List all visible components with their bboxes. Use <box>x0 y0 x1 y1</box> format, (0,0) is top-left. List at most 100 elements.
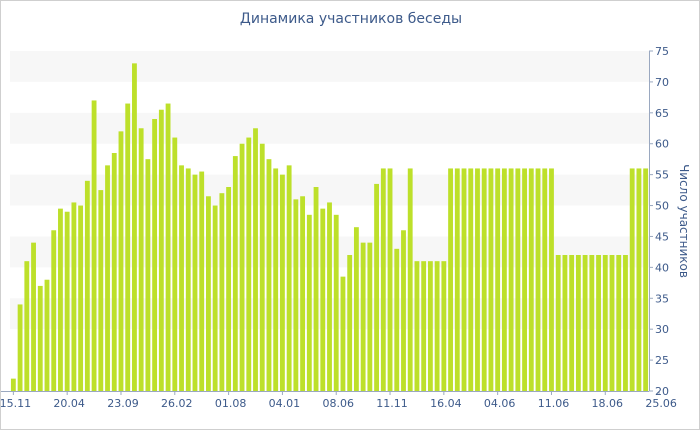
x-tick-label: 25.06 <box>645 397 677 410</box>
chart-bar <box>286 165 292 391</box>
y-tick-label: 25 <box>655 354 669 367</box>
chart-bar <box>273 168 279 391</box>
chart-bar <box>31 242 36 391</box>
chart-bar <box>111 153 117 391</box>
x-tick-label: 11.06 <box>538 397 570 410</box>
x-tick-label: 11.11 <box>376 397 408 410</box>
chart-bar <box>138 128 144 391</box>
chart-bar <box>313 187 319 391</box>
chart-bar <box>259 143 265 391</box>
y-tick-label: 65 <box>655 107 669 120</box>
chart-bar <box>549 168 554 391</box>
y-tick-label: 40 <box>655 261 669 274</box>
x-tick-label: 26.02 <box>161 397 193 410</box>
y-tick-label: 45 <box>655 230 669 243</box>
chart-bar <box>387 168 393 391</box>
chart-bar <box>320 208 326 391</box>
chart-bar <box>488 168 494 391</box>
chart-bar <box>51 230 57 391</box>
chart-bar <box>360 242 366 391</box>
chart-title: Динамика участников беседы <box>239 11 463 27</box>
chart-bar <box>481 168 487 391</box>
chart-bar <box>206 196 211 391</box>
x-tick-label: 20.04 <box>53 397 85 410</box>
x-tick-label: 01.08 <box>215 397 247 410</box>
y-tick-label: 60 <box>655 138 669 151</box>
chart-bar <box>636 168 642 391</box>
chart-bar <box>468 168 474 391</box>
x-tick-label: 08.06 <box>322 397 354 410</box>
chart-bar <box>145 159 151 391</box>
chart-bar <box>629 168 635 391</box>
chart-bar <box>64 211 70 391</box>
chart-bar <box>528 168 534 391</box>
chart-bar <box>501 168 507 391</box>
chart-bar <box>448 168 453 391</box>
y-tick-label: 20 <box>655 385 669 398</box>
chart-bar <box>542 168 548 391</box>
chart-bar <box>333 214 339 391</box>
x-tick-label: 04.01 <box>269 397 301 410</box>
chart-bar <box>212 205 218 391</box>
chart-bar <box>199 171 205 391</box>
chart-bar <box>125 103 131 392</box>
chart-bar <box>24 261 30 391</box>
chart-bar <box>535 168 541 391</box>
chart-bar <box>105 165 110 391</box>
chart-bar <box>219 193 225 391</box>
chart-bar <box>192 174 198 391</box>
chart-bar <box>602 255 608 391</box>
x-tick-label: 15.11 <box>1 397 31 410</box>
chart-bar <box>515 168 521 391</box>
chart-bar <box>132 63 137 392</box>
chart-bar <box>495 168 501 391</box>
chart-bar <box>232 156 238 391</box>
x-tick-label: 16.04 <box>430 397 462 410</box>
chart-bar <box>246 137 252 391</box>
chart-bar <box>239 143 245 391</box>
chart-bar <box>98 190 104 391</box>
chart-bar <box>17 304 23 391</box>
chart-bar <box>165 103 171 392</box>
chart-bar <box>279 174 285 391</box>
y-tick-label: 50 <box>655 200 669 213</box>
chart-bar <box>91 100 97 391</box>
chart-bar <box>562 255 568 391</box>
chart-bar <box>293 199 299 391</box>
chart-bar <box>609 255 615 391</box>
chart-bar <box>58 208 63 391</box>
chart-bar <box>158 109 164 391</box>
chart-bar <box>623 255 628 391</box>
chart-bar <box>253 128 258 391</box>
chart-bar <box>37 285 43 391</box>
grid-band <box>10 112 649 144</box>
chart-bar <box>300 196 306 391</box>
chart-bar <box>414 261 420 391</box>
chart-bar <box>555 255 561 391</box>
chart-bar <box>508 168 514 391</box>
x-tick-label: 18.06 <box>592 397 624 410</box>
chart-bar <box>589 255 595 391</box>
chart-bar <box>10 378 16 391</box>
chart-bar <box>421 261 427 391</box>
chart-bar <box>185 168 191 391</box>
chart-bar <box>582 255 588 391</box>
y-tick-label: 75 <box>655 45 669 58</box>
chart-bar <box>616 255 622 391</box>
chart-bar <box>71 202 77 391</box>
chart-bar <box>367 242 373 391</box>
grid-band <box>10 51 649 82</box>
chart-bar <box>78 205 84 391</box>
chart-bar <box>84 180 90 391</box>
chart-bar <box>340 276 346 391</box>
chart-bar <box>374 183 379 391</box>
chart-bar <box>427 261 433 391</box>
x-tick-label: 04.06 <box>484 397 516 410</box>
chart-bar <box>306 214 312 391</box>
chart-bar <box>152 119 158 391</box>
chart-bar <box>353 227 359 391</box>
chart-bar <box>434 261 440 391</box>
chart-bar <box>575 255 581 391</box>
chart-bar <box>44 279 50 391</box>
